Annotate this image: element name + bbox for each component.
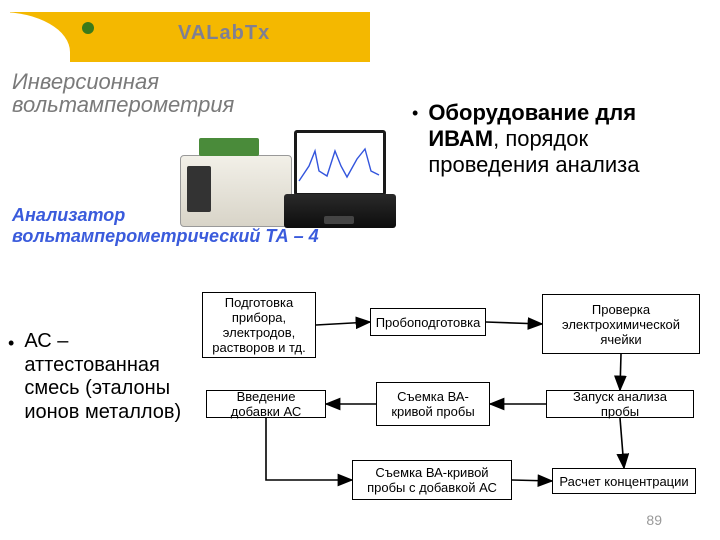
flow-box-b1: Подготовка прибора, электродов, растворо… <box>202 292 316 358</box>
flow-box-b2: Пробоподготовка <box>370 308 486 336</box>
slide: VALabTx Инверсионная вольтамперометрия А… <box>0 0 720 540</box>
flow-box-b7: Съемка ВА-кривой пробы с добавкой АС <box>352 460 512 500</box>
flow-box-b5: Съемка ВА-кривой пробы <box>376 382 490 426</box>
flow-box-b6: Введение добавки АС <box>206 390 326 418</box>
page-number: 89 <box>646 512 662 528</box>
flowchart: Подготовка прибора, электродов, растворо… <box>0 0 720 540</box>
flow-box-b3: Проверка электрохимической ячейки <box>542 294 700 354</box>
flowchart-arrows <box>0 0 720 540</box>
flow-box-b8: Расчет концентрации <box>552 468 696 494</box>
flow-box-b4: Запуск анализа пробы <box>546 390 694 418</box>
